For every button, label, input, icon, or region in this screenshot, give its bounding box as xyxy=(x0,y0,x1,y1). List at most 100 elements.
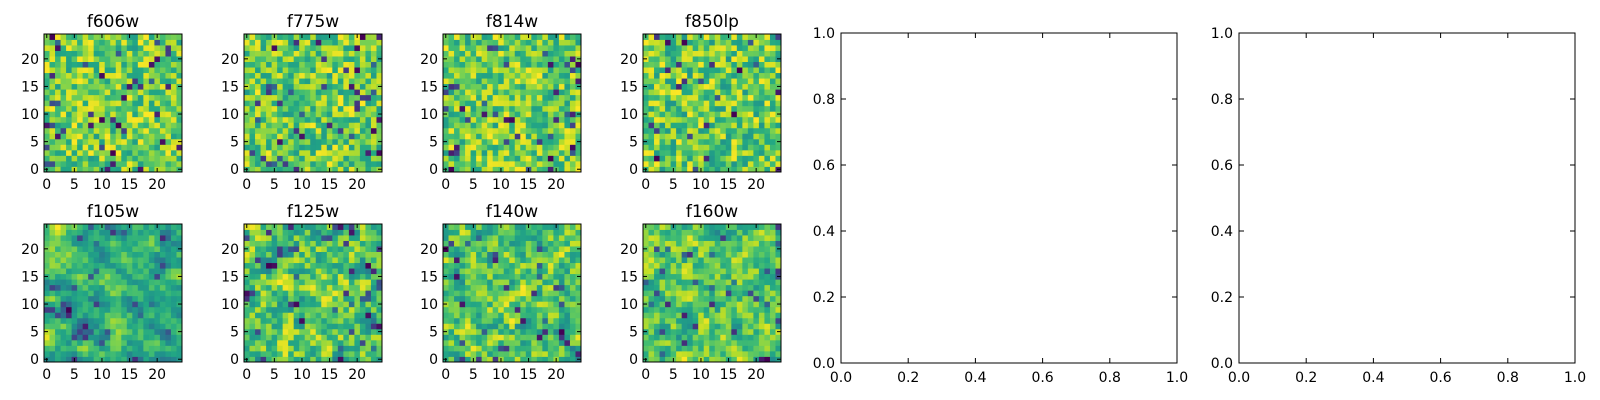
heatmap-cell xyxy=(260,45,267,51)
heatmap-cell xyxy=(104,251,111,258)
heatmap-cell xyxy=(643,317,649,324)
heatmap-cell xyxy=(244,89,250,96)
heatmap-cell xyxy=(348,122,355,129)
heatmap-cell xyxy=(481,240,488,247)
heatmap-cell xyxy=(115,83,122,90)
heatmap-cell xyxy=(154,273,161,280)
heatmap-cell xyxy=(288,105,295,112)
heatmap-cell xyxy=(55,301,61,308)
heatmap-cell xyxy=(575,251,582,258)
heatmap-cell xyxy=(470,122,477,129)
heatmap-cell xyxy=(742,144,749,151)
heatmap-cell xyxy=(731,317,738,324)
heatmap-cell xyxy=(143,61,150,68)
heatmap-cell xyxy=(255,224,261,230)
heatmap-cell xyxy=(648,83,655,90)
heatmap-cell xyxy=(321,138,328,145)
heatmap-cell xyxy=(260,350,267,357)
heatmap-cell xyxy=(654,356,660,363)
heatmap-cell xyxy=(698,111,705,118)
heatmap-cell xyxy=(547,268,554,275)
heatmap-cell xyxy=(115,78,122,85)
y-tick-label: 20 xyxy=(21,242,39,258)
heatmap-cell xyxy=(271,306,278,313)
heatmap-cell xyxy=(326,339,333,346)
heatmap-cell xyxy=(731,83,738,90)
heatmap-cell xyxy=(304,155,311,162)
heatmap-cell xyxy=(260,127,267,134)
heatmap-cell xyxy=(299,122,306,129)
heatmap-cell xyxy=(260,246,267,252)
heatmap-cell xyxy=(126,39,133,46)
heatmap-cell xyxy=(176,290,183,297)
heatmap-cell xyxy=(747,160,754,167)
heatmap-cell xyxy=(332,246,339,252)
heatmap-cell xyxy=(137,312,144,319)
heatmap-cell xyxy=(271,240,278,247)
heatmap-cell xyxy=(654,127,660,134)
heatmap-cell xyxy=(454,105,460,112)
heatmap-cell xyxy=(536,339,543,346)
heatmap-cell xyxy=(315,240,322,247)
heatmap-cell xyxy=(443,160,449,167)
heatmap-cell xyxy=(470,312,477,319)
heatmap-cell xyxy=(758,116,765,123)
heatmap-cell xyxy=(110,155,117,162)
heatmap-cell xyxy=(282,345,289,352)
heatmap-cell xyxy=(88,138,95,145)
heatmap-cell xyxy=(77,116,84,123)
heatmap-cell xyxy=(260,235,267,241)
heatmap-cell xyxy=(448,257,455,264)
heatmap-cell xyxy=(681,78,688,85)
heatmap-cell xyxy=(454,235,460,241)
heatmap-cell xyxy=(271,111,278,118)
y-tick-label: 15 xyxy=(21,79,39,95)
heatmap-cell xyxy=(758,45,765,51)
heatmap-cell xyxy=(531,39,538,46)
heatmap-cell xyxy=(569,328,576,335)
heatmap-cell xyxy=(514,334,521,341)
heatmap-cell xyxy=(692,100,699,107)
heatmap-cell xyxy=(558,317,565,324)
heatmap-cell xyxy=(277,328,284,335)
heatmap-cell xyxy=(110,306,117,313)
heatmap-cell xyxy=(77,328,84,335)
heatmap-cell xyxy=(365,323,372,330)
heatmap-cell xyxy=(77,138,84,145)
heatmap-cell xyxy=(665,56,671,62)
heatmap-cell xyxy=(60,83,67,90)
heatmap-cell xyxy=(553,133,560,140)
heatmap-cell xyxy=(143,246,150,252)
heatmap-cell xyxy=(137,133,144,140)
heatmap-cell xyxy=(542,72,549,79)
heatmap-cell xyxy=(66,72,72,79)
heatmap-cell xyxy=(481,235,488,241)
heatmap-cell xyxy=(121,45,128,51)
heatmap-cell xyxy=(88,284,95,291)
heatmap-cell xyxy=(643,105,649,112)
heatmap-cell xyxy=(736,89,743,96)
heatmap-cell xyxy=(154,94,161,101)
x-tick-label: 20 xyxy=(348,367,366,383)
heatmap-cell xyxy=(255,45,261,51)
heatmap-cell xyxy=(725,127,732,134)
heatmap-cell xyxy=(143,339,150,346)
heatmap-cell xyxy=(271,105,278,112)
heatmap-cell xyxy=(60,339,67,346)
heatmap-cell xyxy=(154,246,161,252)
heatmap-cell xyxy=(115,339,122,346)
heatmap-cell xyxy=(775,39,782,46)
heatmap-cell xyxy=(49,45,56,51)
heatmap-cell xyxy=(520,350,527,357)
heatmap-cell xyxy=(49,89,56,96)
heatmap-cell xyxy=(714,133,721,140)
heatmap-cell xyxy=(66,56,72,62)
heatmap-cell xyxy=(476,94,483,101)
heatmap-cell xyxy=(154,138,161,145)
heatmap-cell xyxy=(310,339,317,346)
heatmap-cell xyxy=(255,246,261,252)
heatmap-cell xyxy=(282,306,289,313)
x-tick-label: 20 xyxy=(547,177,565,193)
heatmap-cell xyxy=(492,306,499,313)
heatmap-cell xyxy=(82,323,89,330)
